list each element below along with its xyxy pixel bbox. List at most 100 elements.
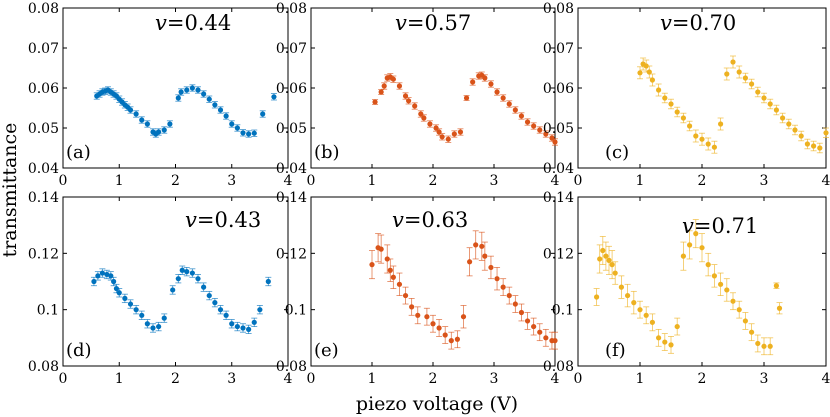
- data-point: [211, 101, 218, 109]
- data-point: [742, 72, 749, 84]
- marker: [649, 319, 656, 325]
- panel-f: 0 1 2 3 40.080.10.120.14v=0.71(f): [543, 190, 830, 387]
- marker: [421, 115, 427, 121]
- velocity-label: v=0.70: [660, 11, 736, 35]
- data-point: [705, 137, 712, 151]
- data-point: [618, 275, 625, 299]
- data-point: [823, 127, 829, 139]
- data-point: [94, 271, 101, 281]
- data-point: [217, 106, 224, 114]
- data-point: [228, 319, 235, 329]
- x-tick-label: 0: [574, 371, 583, 387]
- data-point: [155, 128, 162, 136]
- marker: [378, 89, 384, 95]
- data-point: [736, 300, 743, 319]
- velocity-label: v=0.44: [155, 11, 231, 35]
- marker: [537, 329, 543, 335]
- data-point: [767, 337, 774, 356]
- marker: [206, 96, 212, 102]
- marker: [415, 312, 421, 318]
- data-point: [699, 132, 705, 146]
- panel-c: 0 1 2 3 40.040.050.060.070.08v=0.70(c): [543, 1, 830, 189]
- data-point: [387, 258, 394, 282]
- marker: [396, 83, 403, 89]
- marker: [442, 332, 448, 338]
- y-tick-label: 0.06: [543, 81, 574, 97]
- marker: [381, 83, 387, 89]
- marker: [387, 267, 393, 273]
- data-point: [481, 241, 488, 271]
- marker: [552, 139, 558, 145]
- data-point: [372, 99, 379, 105]
- x-tick-label: 1: [115, 173, 124, 189]
- marker: [518, 113, 525, 119]
- marker: [755, 340, 761, 347]
- y-tick-label: 0.04: [543, 161, 574, 177]
- marker: [229, 121, 235, 127]
- marker: [206, 292, 212, 299]
- data-point: [155, 321, 162, 332]
- data-point: [211, 297, 218, 308]
- x-tick-label: 4: [551, 173, 560, 189]
- marker: [246, 131, 252, 137]
- data-point: [711, 264, 718, 288]
- marker: [470, 79, 476, 85]
- marker: [668, 342, 674, 348]
- velocity-value: =0.44: [167, 11, 231, 35]
- data-point: [270, 93, 277, 101]
- data-point: [661, 92, 668, 104]
- marker: [488, 81, 494, 87]
- data-point: [518, 303, 525, 322]
- marker: [730, 59, 736, 65]
- y-tick-label: 0.12: [28, 246, 59, 262]
- data-point: [612, 261, 619, 285]
- data-point: [396, 272, 403, 296]
- x-tick-label: 0: [307, 173, 316, 189]
- data-point: [748, 323, 755, 342]
- data-point: [99, 268, 106, 278]
- panel-letter: (e): [314, 340, 339, 361]
- data-point: [518, 112, 525, 120]
- marker: [680, 253, 687, 259]
- marker: [711, 273, 718, 279]
- data-point: [378, 234, 385, 264]
- marker: [175, 276, 181, 282]
- x-tick-label: 4: [822, 371, 830, 387]
- x-tick-label: 2: [429, 173, 438, 189]
- marker: [95, 273, 101, 279]
- panel-letter: (f): [605, 340, 626, 361]
- x-axis-label: piezo voltage (V): [356, 393, 518, 415]
- marker: [798, 133, 804, 139]
- data-point: [686, 120, 693, 132]
- x-tick-label: 1: [368, 371, 377, 387]
- marker: [479, 243, 485, 249]
- data-point: [127, 299, 134, 309]
- y-tick-label: 0.12: [276, 246, 307, 262]
- velocity-value: =0.63: [404, 208, 468, 232]
- marker: [457, 129, 464, 135]
- data-point: [448, 331, 455, 350]
- data-point: [251, 129, 258, 137]
- data-point: [402, 92, 409, 100]
- velocity-value: =0.71: [694, 214, 758, 238]
- data-point: [723, 67, 730, 81]
- marker: [133, 307, 139, 313]
- marker: [749, 81, 755, 87]
- data-point: [630, 290, 637, 315]
- data-point: [439, 133, 446, 141]
- y-tick-label: 0.08: [28, 359, 59, 375]
- marker: [600, 247, 606, 254]
- data-point: [228, 120, 235, 128]
- data-point: [481, 74, 488, 82]
- data-point: [692, 219, 699, 249]
- data-point: [542, 328, 549, 347]
- data-point: [206, 95, 213, 103]
- marker: [217, 107, 224, 113]
- velocity-symbol: v: [682, 214, 694, 238]
- marker: [718, 121, 724, 127]
- data-point: [144, 120, 151, 128]
- data-point: [454, 330, 461, 349]
- marker: [251, 319, 257, 325]
- data-point: [169, 285, 176, 295]
- marker: [488, 264, 494, 271]
